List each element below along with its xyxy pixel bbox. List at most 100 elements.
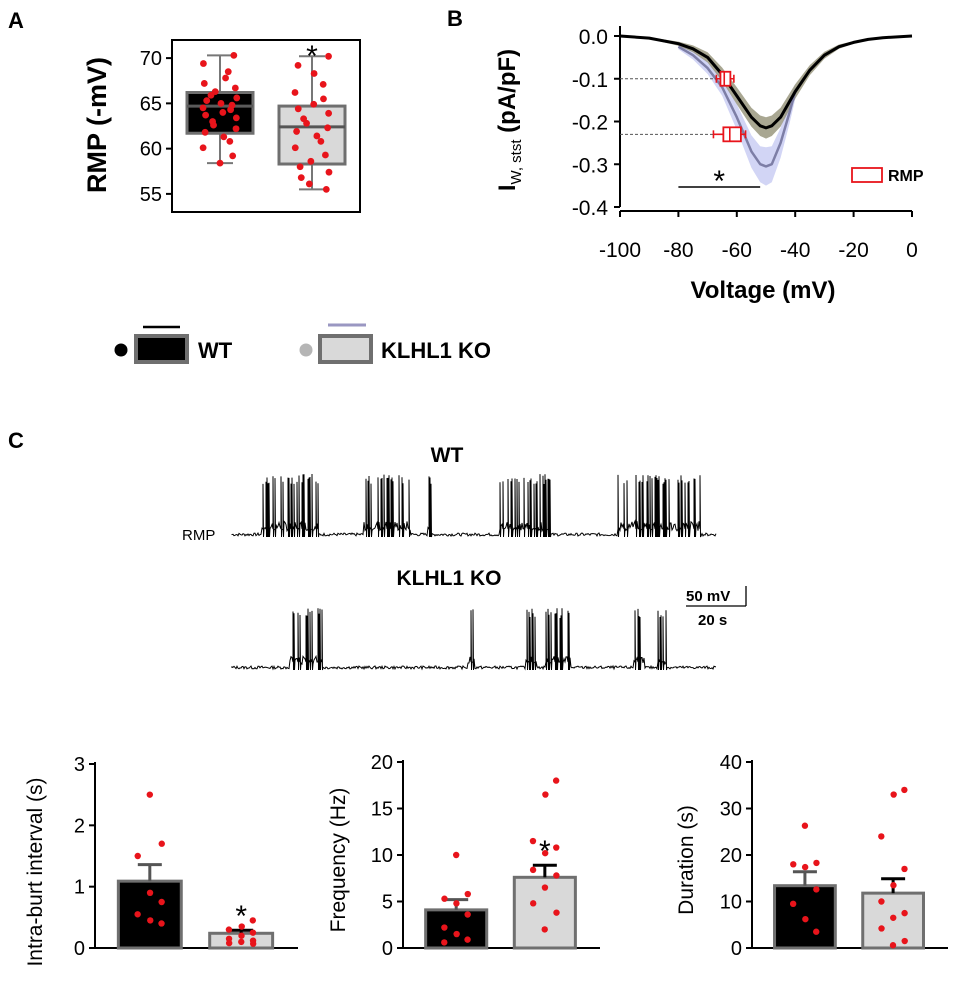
chart-b-ytick-label: -0.2: [572, 112, 608, 135]
chart-a-points: [199, 51, 333, 193]
chart-c2-point: [453, 900, 460, 907]
chart-c2-ytick-label: 0: [382, 938, 393, 960]
panel-label-a: A: [8, 8, 24, 33]
chart-c3-point: [878, 898, 885, 905]
legend-ko-label: KLHL1 KO: [381, 338, 491, 363]
trace-rmp-label: RMP: [182, 527, 215, 544]
chart-c3-point: [889, 942, 897, 949]
chart-a-point: [232, 114, 240, 122]
chart-b-axes: 0.0 -0.1 -0.2 -0.3 -0.4 -100 -80 -60 -40 -20 0: [572, 26, 918, 262]
chart-c3-ylabel: Duration (s): [675, 805, 698, 915]
legend-wt-box: [134, 334, 189, 364]
chart-a-point: [297, 174, 305, 182]
chart-a-axes: 55 60 65 70: [140, 39, 361, 213]
chart-c2: Frequency (Hz) 0 5 10 15 20 *: [327, 752, 600, 960]
chart-a-point: [291, 144, 299, 152]
chart-a-point: [216, 159, 224, 167]
chart-c1-point: [238, 923, 245, 930]
chart-b-xlabel: Voltage (mV): [691, 277, 836, 304]
chart-c1-point: [249, 929, 257, 936]
chart-c3-point: [802, 915, 809, 923]
chart-c2-point: [529, 866, 537, 874]
chart-a-point: [231, 84, 239, 92]
chart-c1-ytick-label: 2: [74, 815, 85, 837]
chart-c1-ytick-label: 3: [74, 754, 85, 776]
trace-wt-title: WT: [431, 444, 464, 467]
chart-c1-point: [225, 939, 233, 947]
chart-c3-point: [901, 865, 908, 873]
chart-c2-point: [541, 926, 548, 933]
chart-c1-ytick-label: 1: [74, 877, 85, 899]
chart-a-point: [233, 94, 241, 102]
chart-c3-point: [878, 925, 885, 932]
chart-c1-point: [158, 840, 165, 847]
chart-c1-significance: *: [235, 900, 247, 933]
chart-c2-point: [542, 791, 549, 798]
chart-c3-ytick-label: 40: [720, 752, 742, 774]
chart-c1-point: [249, 940, 257, 947]
chart-c2-point: [464, 911, 471, 918]
chart-a-point: [322, 151, 329, 159]
chart-c2-ytick-label: 15: [371, 799, 393, 821]
chart-a-point: [313, 132, 321, 140]
chart-c1-ylabel: Intra-burt interval (s): [24, 777, 47, 966]
chart-c3-point: [890, 791, 897, 798]
chart-b-rmp-boxes: [620, 70, 747, 143]
chart-c2-point: [452, 851, 460, 859]
chart-a-ytick-label: 65: [140, 93, 162, 115]
chart-c2-point: [453, 930, 460, 938]
chart-a-point: [320, 95, 327, 103]
chart-a-point: [220, 133, 228, 141]
chart-a-point: [319, 80, 327, 88]
chart-a-point: [202, 111, 210, 119]
chart-c3-point: [890, 882, 897, 889]
legend-ko-dot: [299, 343, 313, 357]
group-legend: WT KLHL1 KO: [114, 323, 491, 364]
chart-c3-ytick-label: 10: [720, 892, 742, 914]
chart-b-series-line: [619, 34, 913, 130]
chart-c2-point: [529, 837, 537, 845]
chart-a-point: [305, 180, 313, 188]
chart-a-point: [307, 157, 315, 165]
trace-wt: [231, 473, 717, 538]
chart-c2-ytick-label: 5: [382, 892, 393, 914]
chart-b-rmp-box: [719, 70, 732, 87]
chart-c2-point: [541, 849, 549, 857]
chart-b-sig-star: *: [713, 165, 725, 198]
chart-b-lines: [619, 34, 913, 168]
chart-b-ytick-label: -0.3: [572, 154, 608, 177]
scale-bar-mv-label: 50 mV: [686, 588, 730, 605]
chart-c1-point: [225, 926, 233, 933]
chart-c1-point: [238, 932, 245, 939]
chart-a-point: [217, 99, 225, 107]
chart-a-box: [277, 104, 347, 166]
chart-b-xtick-label: 0: [906, 239, 918, 262]
chart-c3-ytick-label: 0: [731, 938, 742, 960]
chart-c3-point: [901, 786, 908, 794]
chart-c2-ytick-label: 20: [371, 752, 393, 774]
chart-c3-point: [878, 833, 885, 840]
chart-c1: Intra-burt interval (s) 0 1 2 3 *: [24, 754, 298, 967]
chart-a-point: [310, 70, 318, 77]
chart-a-significance: *: [306, 40, 318, 73]
chart-c3: Duration (s) 0 10 20 30 40: [675, 752, 948, 960]
chart-a-point: [199, 144, 207, 152]
chart-c1-point: [158, 898, 165, 906]
legend-wt-dot: [114, 343, 128, 357]
chart-a-point: [199, 104, 207, 112]
chart-c3-ytick-label: 30: [720, 799, 742, 821]
chart-a-point: [226, 137, 234, 145]
chart-c2-point: [441, 924, 448, 931]
chart-b-xtick-label: -20: [838, 239, 868, 262]
chart-c2-point: [541, 884, 549, 891]
chart-a-point: [200, 60, 207, 67]
chart-a-point: [294, 61, 302, 69]
chart-c3-point: [901, 937, 908, 945]
chart-b-ytick-label: -0.1: [572, 69, 608, 92]
chart-b-ytick-label: 0.0: [579, 26, 608, 49]
chart-a-point: [310, 100, 318, 108]
chart-c3-ytick-label: 20: [720, 845, 742, 867]
chart-b-xtick-label: -40: [780, 239, 810, 262]
chart-c2-point: [553, 909, 560, 916]
chart-b-rmp-box: [722, 126, 742, 143]
